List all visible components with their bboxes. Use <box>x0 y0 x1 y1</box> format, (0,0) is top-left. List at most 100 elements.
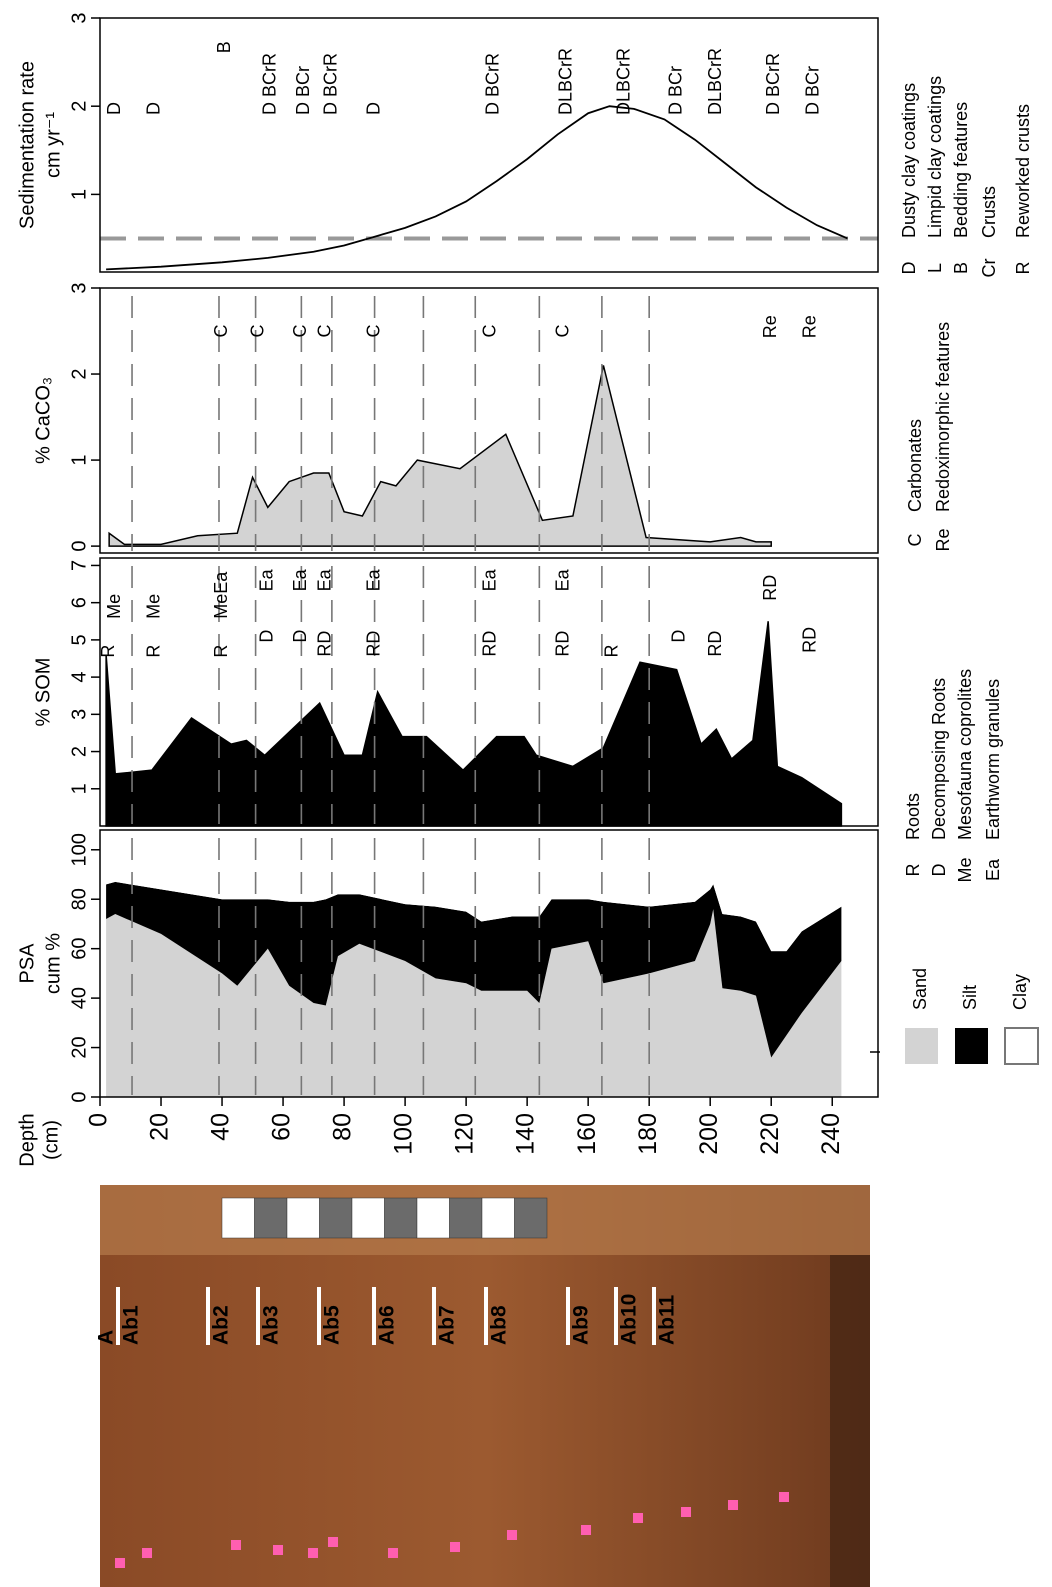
rate-line <box>106 105 848 271</box>
feature-annotation: RD <box>705 631 725 657</box>
feature-annotation: D <box>104 102 124 115</box>
sample-marker <box>581 1525 591 1535</box>
psa-area <box>106 849 842 952</box>
feature-annotation: Ea <box>479 568 499 591</box>
x-tick-label: 100 <box>390 1113 418 1155</box>
feature-annotation: C <box>290 325 310 338</box>
sample-marker <box>308 1548 318 1558</box>
panel-frame <box>99 17 879 273</box>
sample-marker <box>115 1558 125 1568</box>
horizon-label: Ab1 <box>120 1305 143 1345</box>
x-tick-label: 200 <box>695 1113 723 1155</box>
scale-segment <box>514 1197 548 1239</box>
sample-marker <box>328 1537 338 1547</box>
x-tick-label: 220 <box>756 1113 784 1155</box>
sample-marker <box>633 1513 643 1523</box>
legend-text: Reworked crusts <box>1013 104 1033 238</box>
feature-annotation: D <box>668 630 688 643</box>
panel-frame <box>99 287 879 554</box>
feature-annotation: R <box>98 645 118 658</box>
x-tick-label: 40 <box>207 1113 235 1141</box>
feature-annotation: Ea <box>257 568 277 591</box>
feature-annotation: RD <box>479 631 499 657</box>
feature-annotation: D BCrR <box>763 53 783 115</box>
feature-annotation: Re <box>760 315 780 338</box>
sample-marker <box>388 1548 398 1558</box>
scale-segment <box>254 1197 288 1239</box>
y-axis-unit: cm yr⁻¹ <box>42 112 64 178</box>
legend-code: L <box>925 263 945 273</box>
sample-marker <box>728 1500 738 1510</box>
y-tick-label: 20 <box>68 1036 90 1058</box>
y-tick-label: 1 <box>68 189 90 200</box>
x-tick-label: 160 <box>573 1113 601 1155</box>
legend-text: Decomposing Roots <box>929 678 949 840</box>
feature-annotation: RD <box>760 575 780 601</box>
psa-area <box>106 909 842 1097</box>
feature-annotation: C <box>247 325 267 338</box>
feature-annotation: Ea <box>552 568 572 591</box>
feature-annotation: DLBCrR <box>556 48 576 115</box>
feature-annotation: Ea <box>290 568 310 591</box>
sample-marker <box>142 1548 152 1558</box>
y-tick-label: 3 <box>68 282 90 293</box>
legend-text: Earthworm granules <box>983 679 1003 840</box>
legend-text: Bedding features <box>951 102 971 238</box>
y-tick-label: 2 <box>68 368 90 379</box>
feature-annotation: D <box>257 630 277 643</box>
scale-segment <box>449 1197 483 1239</box>
psa-area <box>106 881 842 1058</box>
sample-marker <box>273 1545 283 1555</box>
feature-annotation: C <box>315 325 335 338</box>
legend-text: Crusts <box>979 186 999 238</box>
horizon-label: Ab6 <box>376 1305 399 1345</box>
y-axis-label: Sedimentation rate <box>16 61 38 229</box>
x-tick-label: 80 <box>329 1113 357 1141</box>
photo-shadow <box>830 1255 870 1587</box>
legend-code: Cr <box>979 259 999 278</box>
legend-label: Sand <box>910 968 930 1010</box>
feature-annotation: RD <box>315 631 335 657</box>
x-tick-label: 0 <box>85 1113 113 1127</box>
y-tick-label: 2 <box>68 746 90 757</box>
horizon-label: Ab3 <box>260 1305 283 1345</box>
x-tick-label: 180 <box>634 1113 662 1155</box>
feature-annotation: R <box>144 645 164 658</box>
legend-code: Re <box>933 528 953 551</box>
legend-text: Limpid clay coatings <box>925 76 945 238</box>
legend-swatch <box>955 1028 988 1064</box>
scale-segment <box>416 1197 450 1239</box>
scale-segment <box>351 1197 385 1239</box>
scale-segment <box>319 1197 353 1239</box>
feature-annotation: C <box>211 325 231 338</box>
x-tick-label: 60 <box>268 1113 296 1141</box>
feature-annotation: RD <box>552 631 572 657</box>
scale-segment <box>384 1197 418 1239</box>
feature-annotation: D BCrR <box>482 53 502 115</box>
legend-code: C <box>905 534 925 547</box>
y-axis-label: % SOM <box>32 658 54 727</box>
legend-text: Carbonates <box>905 419 925 512</box>
legend-code: R <box>903 864 923 877</box>
legend-text: Mesofauna coprolites <box>955 669 975 840</box>
y-axis-label: PSA <box>16 943 38 984</box>
sample-marker <box>779 1492 789 1502</box>
x-tick-label: 240 <box>817 1113 845 1155</box>
x-tick-label: 140 <box>512 1113 540 1155</box>
x-axis-label: Depth <box>16 1113 38 1166</box>
feature-annotation: Ea <box>315 568 335 591</box>
y-tick-label: 1 <box>68 455 90 466</box>
area <box>108 365 772 547</box>
feature-annotation: C <box>552 325 572 338</box>
legend-label: Silt <box>960 985 980 1010</box>
horizon-label: Ab2 <box>210 1305 233 1345</box>
feature-annotation: D BCr <box>803 66 823 115</box>
feature-annotation: D <box>144 102 164 115</box>
feature-annotation: B <box>214 41 234 53</box>
feature-annotation: DLBCrR <box>614 48 634 115</box>
horizon-label: Ab8 <box>488 1305 511 1345</box>
sample-marker <box>450 1542 460 1552</box>
y-tick-label: 3 <box>68 709 90 720</box>
sample-marker <box>507 1530 517 1540</box>
